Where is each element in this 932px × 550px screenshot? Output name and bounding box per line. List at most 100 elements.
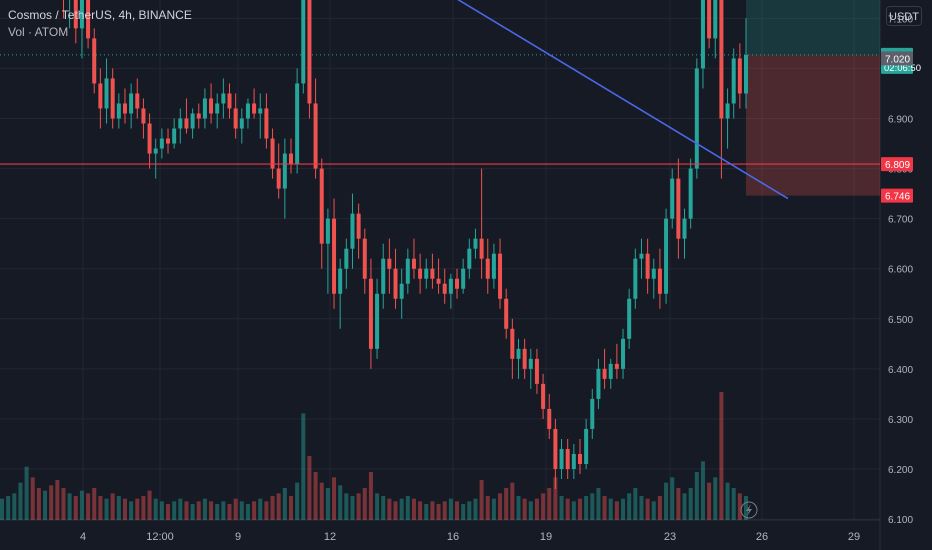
candle-body <box>651 268 656 279</box>
candle-body <box>602 368 607 379</box>
candle-body <box>516 348 521 359</box>
volume-bar <box>282 488 287 520</box>
volume-bar <box>319 482 324 520</box>
candle-body <box>411 258 416 269</box>
candle-body <box>633 258 638 299</box>
candle-body <box>596 368 601 399</box>
candle-body <box>239 118 244 129</box>
candle-body <box>258 108 263 114</box>
volume-bar <box>485 496 490 520</box>
volume-bar <box>215 504 220 520</box>
candle-body <box>332 218 337 294</box>
candle-body <box>190 113 195 129</box>
volume-bar <box>313 472 318 520</box>
volume-bar <box>571 501 576 520</box>
candle-body <box>73 0 78 29</box>
y-tick-label: 6.300 <box>888 415 913 426</box>
volume-bar <box>633 488 638 520</box>
candle-body <box>104 78 109 109</box>
volume-bar <box>129 501 134 520</box>
volume-label: Vol · ATOM <box>8 25 69 39</box>
candle-body <box>233 108 238 129</box>
volume-bar <box>547 488 552 520</box>
volume-bar <box>190 504 195 520</box>
candle-body <box>614 363 619 369</box>
candle-body <box>504 298 509 329</box>
x-tick-label: 4 <box>80 531 86 543</box>
candle-body <box>485 258 490 279</box>
volume-bar <box>122 498 127 520</box>
volume-bar <box>172 501 177 520</box>
volume-bar <box>276 493 281 520</box>
candle-body <box>79 0 84 29</box>
candle-body <box>245 103 250 119</box>
volume-bar <box>258 498 263 520</box>
candle-body <box>430 268 435 279</box>
volume-bar <box>36 488 41 520</box>
candle-body <box>122 103 127 114</box>
price-label-text: 7.020 <box>885 54 910 65</box>
x-tick-label: 12:00 <box>146 531 174 543</box>
candle-body <box>448 278 453 294</box>
volume-bar <box>719 392 724 520</box>
candle-body <box>725 103 730 119</box>
candle-body <box>737 58 742 94</box>
candle-body <box>196 113 201 119</box>
candle-body <box>676 178 681 239</box>
volume-bar <box>725 482 730 520</box>
volume-bar <box>209 501 214 520</box>
candle-body <box>172 128 177 144</box>
volume-bar <box>332 477 337 520</box>
candle-body <box>700 0 705 69</box>
volume-bar <box>590 493 595 520</box>
x-tick-label: 19 <box>540 531 552 543</box>
volume-bar <box>368 472 373 520</box>
candle-body <box>381 258 386 294</box>
y-tick-label: 7.100 <box>888 14 913 25</box>
candle-body <box>393 268 398 299</box>
x-tick-label: 26 <box>756 531 768 543</box>
volume-bar <box>178 498 183 520</box>
volume-bar <box>645 498 650 520</box>
candle-body <box>541 383 546 409</box>
candle-body <box>608 363 613 379</box>
candle-body <box>301 0 306 84</box>
volume-bar <box>430 501 435 520</box>
candle-body <box>522 348 527 369</box>
volume-bar <box>651 501 656 520</box>
candle-body <box>664 218 669 294</box>
currency-button[interactable]: USDT <box>886 6 922 26</box>
volume-bar <box>61 488 66 520</box>
candle-body <box>387 258 392 269</box>
volume-bar <box>288 496 293 520</box>
y-tick-label: 6.100 <box>888 515 913 526</box>
volume-bar <box>534 498 539 520</box>
lightning-icon <box>740 501 758 519</box>
volume-bar <box>375 493 380 520</box>
candle-body <box>215 103 220 114</box>
candle-body <box>405 258 410 284</box>
volume-bar <box>116 496 121 520</box>
volume-bar <box>621 498 626 520</box>
volume-bar <box>522 498 527 520</box>
x-tick-label: 9 <box>235 531 241 543</box>
volume-bar <box>528 501 533 520</box>
volume-bar <box>731 488 736 520</box>
candle-body <box>590 398 595 429</box>
volume-bar <box>491 498 496 520</box>
volume-bar <box>362 488 367 520</box>
volume-bar <box>73 496 78 520</box>
volume-bar <box>55 480 60 520</box>
volume-bar <box>79 490 84 520</box>
volume-bar <box>744 496 748 520</box>
candle-body <box>534 358 539 384</box>
volume-bar <box>356 493 361 520</box>
candle-body <box>553 428 558 469</box>
volume-bar <box>461 504 466 520</box>
volume-bar <box>239 501 244 520</box>
candle-body <box>368 278 373 349</box>
volume-bar <box>43 490 48 520</box>
candle-body <box>571 453 576 469</box>
volume-bar <box>30 477 35 520</box>
